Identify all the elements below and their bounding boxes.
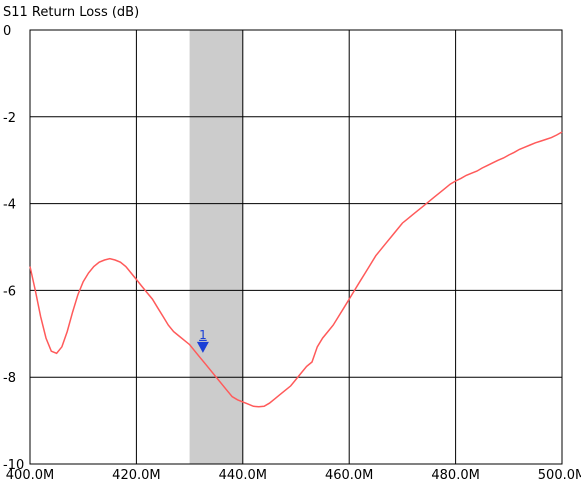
frequency-band-highlight: [189, 30, 243, 464]
y-tick-label: -6: [3, 284, 16, 299]
y-tick-label: -10: [3, 458, 24, 473]
chart-title: S11 Return Loss (dB): [3, 5, 139, 20]
x-axis-ticks: 400.0M 420.0M 440.0M 460.0M 480.0M 500.0M: [6, 468, 581, 483]
y-axis-ticks: 0 -2 -4 -6 -8 -10: [3, 24, 24, 473]
x-tick-label: 400.0M: [6, 468, 54, 483]
grid: [29, 29, 563, 465]
x-tick-label: 420.0M: [112, 468, 160, 483]
y-tick-label: -4: [3, 198, 16, 213]
y-tick-label: -8: [3, 371, 16, 386]
x-tick-label: 460.0M: [325, 468, 373, 483]
y-tick-label: -2: [3, 111, 16, 126]
x-tick-label: 480.0M: [431, 468, 479, 483]
marker-layer: 1: [196, 328, 209, 353]
x-tick-label: 500.0M: [538, 468, 581, 483]
x-tick-label: 440.0M: [219, 468, 267, 483]
s11-trace-line: [29, 131, 563, 408]
y-tick-label: 0: [3, 24, 11, 39]
marker-label: 1: [199, 328, 207, 342]
marker-triangle-icon: [196, 341, 209, 353]
plot-frame: [29, 29, 563, 465]
